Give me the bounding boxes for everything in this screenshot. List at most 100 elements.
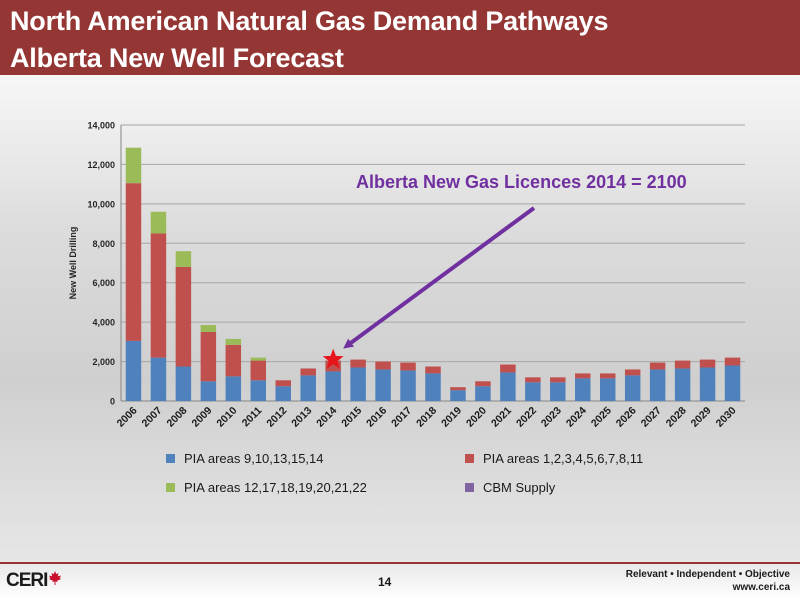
y-tick-label: 10,000 [87,199,115,209]
bar-segment-series-2 [724,357,741,366]
stacked-bar-chart: 0 2,000 4,000 6,000 8,000 10,000 12,000 14,000 N… [68,121,745,430]
bar-segment-series-1 [724,365,741,401]
bar-segment-series-1 [624,375,641,401]
bar-segment-series-1 [550,382,566,401]
bar-segment-series-2 [624,369,641,376]
x-tick-label: 2022 [514,405,539,430]
bar-segment-series-3 [150,211,167,234]
bar-segment-series-1 [150,357,167,401]
x-tick-label: 2007 [140,405,165,430]
page-number: 14 [378,575,392,589]
bar-segment-series-2 [250,360,267,381]
legend-item-series-2: PIA areas 1,2,3,4,5,6,7,8,11 [465,451,643,466]
x-tick-label: 2023 [539,405,564,430]
bar-segment-series-1 [325,371,341,401]
y-tick-label: 0 [110,397,115,407]
logo-text: CERI [6,570,48,591]
x-tick-label: 2011 [240,405,265,430]
bar-segment-series-2 [425,366,441,374]
maple-leaf-icon [49,571,62,585]
bar-segment-series-1 [125,340,142,401]
slide-title-line-2: Alberta New Well Forecast [10,43,344,73]
callout-arrow [343,206,536,349]
bar-segment-series-2 [525,377,541,383]
bar-segment-series-2 [150,233,167,358]
bar-segment-series-2 [125,183,142,341]
x-tick-label: 2015 [339,405,364,430]
chart-area: 0 2,000 4,000 6,000 8,000 10,000 12,000 14,000 N… [0,75,800,560]
legend-item-series-1: PIA areas 9,10,13,15,14 [166,451,324,466]
bar-segment-series-1 [275,386,291,401]
x-tick-label: 2028 [664,405,689,430]
bar-segment-series-3 [200,325,217,332]
bar-segment-series-2 [325,360,341,372]
legend-item-series-4: CBM Supply [465,480,555,495]
y-tick-label: 4,000 [92,318,115,328]
x-tick-label: 2019 [439,405,464,430]
legend-swatch-series-1 [166,454,175,463]
slide-title-line-1: North American Natural Gas Demand Pathwa… [10,6,609,36]
bar-segment-series-2 [350,359,366,368]
bar-segment-series-2 [175,266,192,367]
bar-segment-series-1 [475,386,491,401]
x-tick-label: 2017 [389,405,414,430]
bar-segment-series-2 [275,380,291,387]
y-axis-title: New Well Drilling [68,227,78,300]
ceri-logo: CERI [6,570,62,592]
y-tick-label: 8,000 [92,239,115,249]
x-tick-label: 2010 [214,405,239,430]
bar-segment-series-1 [200,381,217,401]
y-tick-label: 6,000 [92,278,115,288]
legend-label-series-4: CBM Supply [483,480,556,495]
bar-segment-series-1 [175,366,192,401]
x-tick-label: 2029 [689,405,714,430]
x-tick-label: 2008 [165,405,190,430]
x-tick-label: 2013 [289,405,314,430]
bar-segment-series-1 [225,376,242,401]
bar-segment-series-1 [450,390,466,401]
x-tick-label: 2026 [614,405,639,430]
bar-segment-series-2 [400,362,416,371]
bar-segment-series-3 [250,357,267,361]
bar-segment-series-2 [575,373,591,379]
x-tick-label: 2018 [414,405,439,430]
x-tick-label: 2021 [489,405,514,430]
bar-segment-series-2 [225,344,242,377]
bar-segment-series-1 [375,369,391,401]
legend-label-series-1: PIA areas 9,10,13,15,14 [184,451,324,466]
x-tick-label: 2024 [564,405,589,430]
bar-segment-series-2 [649,362,666,370]
x-tick-label: 2009 [189,405,214,430]
x-tick-label: 2014 [314,405,339,430]
bar-segment-series-2 [674,360,691,369]
x-tick-label: 2006 [115,405,140,430]
bar-segment-series-1 [699,367,716,401]
x-tick-label: 2012 [264,405,289,430]
x-tick-label: 2027 [639,405,664,430]
legend-swatch-series-4 [465,483,474,492]
bar-segment-series-2 [550,377,566,383]
bar-segment-series-1 [350,367,366,401]
bar-segment-series-1 [425,373,441,401]
x-tick-label: 2016 [364,405,389,430]
legend-swatch-series-3 [166,483,175,492]
legend-item-series-3: PIA areas 12,17,18,19,20,21,22 [166,480,367,495]
bar-segment-series-1 [599,378,616,401]
title-bar: North American Natural Gas Demand Pathwa… [0,0,800,75]
legend-label-series-3: PIA areas 12,17,18,19,20,21,22 [184,480,367,495]
footer-tagline: Relevant • Independent • Objective www.c… [626,568,790,594]
bar-segment-series-1 [400,370,416,401]
website-text: www.ceri.ca [732,582,790,593]
x-tick-label: 2030 [714,405,739,430]
bar-segment-series-1 [250,380,267,401]
footer-divider [0,562,800,564]
bar-segment-series-1 [575,378,591,401]
bar-segment-series-1 [649,369,666,401]
x-tick-label: 2020 [464,405,489,430]
bar-segment-series-3 [225,338,242,345]
legend-label-series-2: PIA areas 1,2,3,4,5,6,7,8,11 [483,451,644,466]
bar-segment-series-1 [300,375,316,401]
bar-segment-series-1 [674,368,691,401]
bar-segment-series-2 [200,332,217,382]
x-tick-label: 2025 [589,405,614,430]
